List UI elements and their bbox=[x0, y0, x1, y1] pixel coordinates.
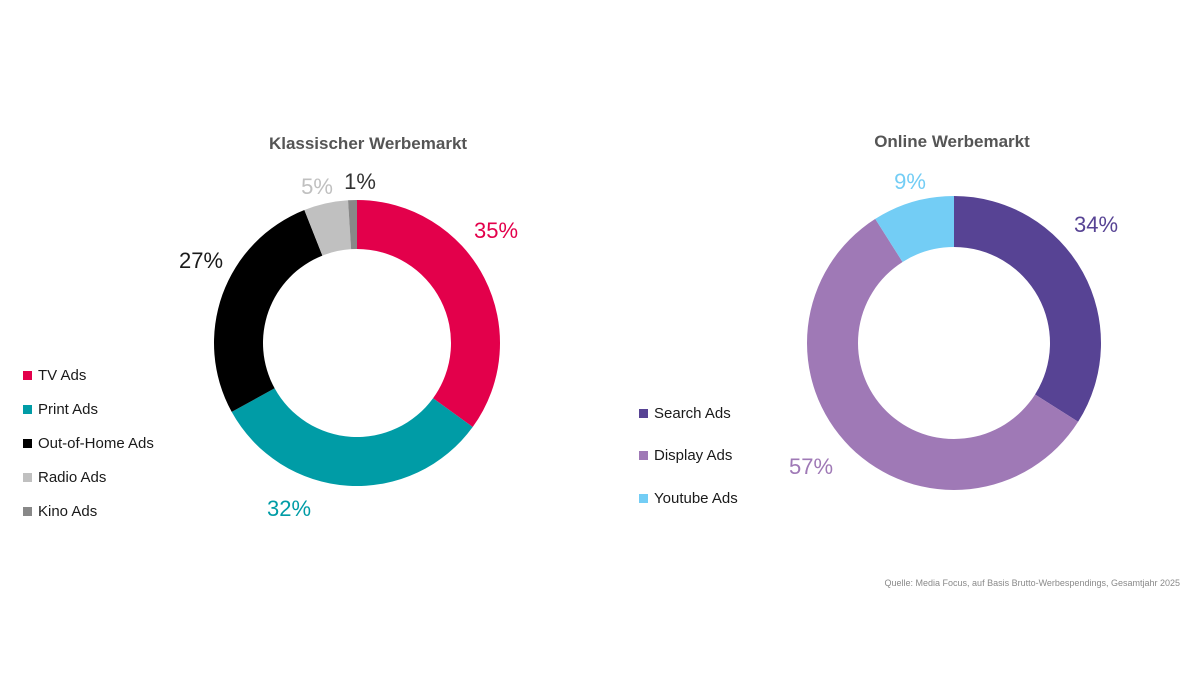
legend-label: Print Ads bbox=[38, 400, 99, 418]
data-label-kino-ads: 1% bbox=[344, 169, 376, 194]
data-label-search-ads: 34% bbox=[1074, 212, 1118, 237]
slice-radio-ads bbox=[304, 200, 352, 256]
legend-label: Kino Ads bbox=[38, 502, 98, 520]
data-label-radio-ads: 5% bbox=[301, 174, 333, 199]
chart-title-online: Online Werbemarkt bbox=[874, 132, 1030, 151]
slice-print-ads bbox=[231, 388, 473, 486]
legend-label: Youtube Ads bbox=[654, 489, 738, 507]
legend-label: Radio Ads bbox=[38, 468, 107, 486]
legend-item-tv-ads: TV Ads bbox=[23, 358, 154, 392]
legend-swatch bbox=[639, 408, 648, 418]
data-label-youtube-ads: 9% bbox=[894, 169, 926, 194]
legend-item-youtube-ads: Youtube Ads bbox=[639, 477, 738, 520]
legend-label: Out-of-Home Ads bbox=[38, 434, 154, 452]
slice-youtube-ads bbox=[875, 196, 954, 262]
data-label-display-ads: 57% bbox=[789, 454, 833, 479]
legend-item-search-ads: Search Ads bbox=[639, 392, 738, 435]
legend-label: Display Ads bbox=[654, 447, 733, 465]
legend-item-print-ads: Print Ads bbox=[23, 392, 154, 426]
legend-swatch bbox=[23, 438, 32, 448]
legend-label: Search Ads bbox=[654, 404, 731, 422]
source-note: Quelle: Media Focus, auf Basis Brutto-We… bbox=[884, 578, 1180, 588]
legend-swatch bbox=[23, 370, 32, 380]
data-label-print-ads: 32% bbox=[267, 496, 311, 521]
slice-search-ads bbox=[954, 196, 1101, 422]
legend-item-kino-ads: Kino Ads bbox=[23, 494, 154, 528]
data-label-tv-ads: 35% bbox=[474, 218, 518, 243]
slice-kino-ads bbox=[348, 200, 357, 250]
legend-swatch bbox=[23, 472, 32, 482]
slice-out-of-home-ads bbox=[213, 210, 323, 412]
slice-display-ads bbox=[806, 218, 1079, 491]
legend-label: TV Ads bbox=[38, 366, 87, 384]
legend-item-display-ads: Display Ads bbox=[639, 435, 738, 478]
legend-swatch bbox=[639, 493, 648, 503]
legend-online: Search Ads Display Ads Youtube Ads bbox=[639, 392, 738, 520]
legend-classic: TV Ads Print Ads Out-of-Home Ads Radio Ads K… bbox=[23, 358, 154, 528]
legend-swatch bbox=[23, 506, 32, 516]
legend-item-radio-ads: Radio Ads bbox=[23, 460, 154, 494]
legend-swatch bbox=[639, 451, 648, 461]
data-label-out-of-home-ads: 27% bbox=[179, 248, 223, 273]
slice-tv-ads bbox=[357, 200, 500, 428]
legend-item-out-of-home-ads: Out-of-Home Ads bbox=[23, 426, 154, 460]
legend-swatch bbox=[23, 404, 32, 414]
chart-title-classic: Klassischer Werbemarkt bbox=[268, 134, 468, 153]
